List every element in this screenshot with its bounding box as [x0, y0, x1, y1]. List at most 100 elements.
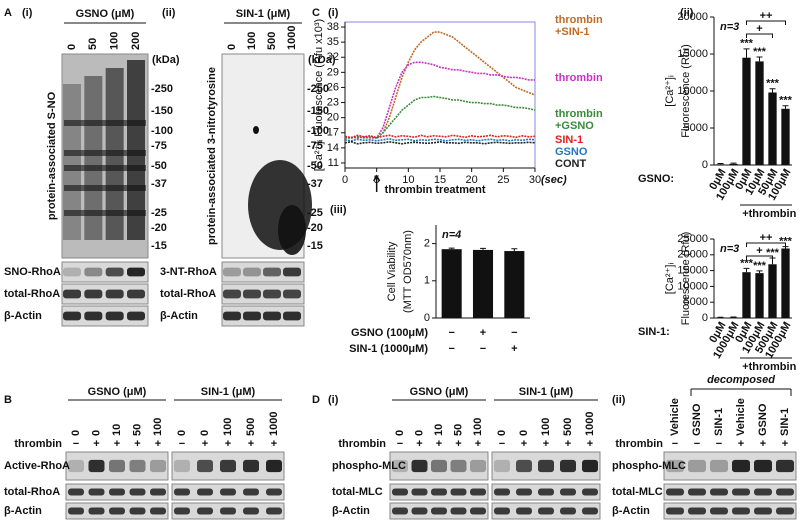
label: -25: [151, 207, 167, 219]
x-tick-label: 10: [402, 174, 414, 186]
significance: ++: [760, 232, 773, 244]
rotated-label: 0: [394, 430, 406, 436]
error-bar: [743, 48, 750, 58]
annotation: n=3: [720, 243, 739, 255]
label: -25: [307, 207, 323, 219]
blot-band: [560, 459, 576, 473]
annotation: thrombin treatment: [385, 184, 486, 196]
smear-band: [64, 210, 146, 216]
blot-band: [266, 488, 282, 496]
label: +: [134, 438, 140, 450]
smear-band: [64, 120, 146, 126]
label: +: [565, 438, 571, 450]
label: SIN-1 (μM): [519, 386, 574, 398]
condition-label: GSNO (100μM): [351, 327, 428, 339]
rotated-label: 100: [246, 32, 258, 50]
blot-band: [732, 488, 750, 496]
blot-band: [266, 507, 282, 515]
label: total-RhoA: [160, 288, 216, 300]
significance-stars: ***: [779, 95, 793, 107]
label: -50: [307, 160, 323, 172]
label: total-RhoA: [4, 288, 60, 300]
error-bar: [717, 163, 724, 165]
label: thrombin: [338, 438, 386, 450]
label: β-Actin: [160, 310, 198, 322]
blot-band: [223, 311, 241, 321]
series-line: [344, 140, 536, 145]
significance-stars: ***: [753, 260, 767, 272]
blot-band: [105, 311, 124, 321]
label: GSNO (μM): [88, 386, 147, 398]
blot-band: [129, 507, 146, 515]
y-tick-label: 14: [327, 142, 339, 154]
group-label: +thrombin: [742, 208, 796, 220]
rotated-label: protein-associated 3-nitrotyrosine: [206, 67, 218, 245]
blot-band: [243, 311, 261, 321]
blot-band: [666, 488, 684, 496]
blot-band: [688, 488, 706, 496]
label: +: [202, 438, 208, 450]
bar: [729, 163, 738, 165]
rotated-label: [Ca²⁺]ᵢ: [664, 75, 676, 107]
blot-band: [127, 289, 145, 299]
label: -50: [151, 160, 167, 172]
condition-sign: −: [511, 327, 517, 339]
error-bar: [756, 270, 763, 274]
blot-band: [283, 311, 301, 321]
rotated-label: 0: [70, 430, 82, 436]
error-bar: [448, 247, 455, 250]
y-tick-label: 20: [327, 112, 339, 124]
condition-sign: −: [448, 327, 454, 339]
plot-frame: [344, 21, 536, 169]
blot-strip: [389, 451, 489, 481]
label: -150: [307, 105, 329, 117]
condition-sign: +: [480, 327, 486, 339]
blot-band: [538, 507, 554, 515]
label: SNO-RhoA: [4, 266, 61, 278]
smear: [84, 76, 103, 240]
label: +: [760, 438, 766, 450]
condition-sign: +: [511, 343, 517, 355]
smear-band: [64, 185, 146, 191]
bar: [441, 249, 462, 318]
error-bar: [511, 248, 518, 252]
blot-band: [776, 488, 794, 496]
blot-band: [223, 289, 241, 299]
annotation: n=4: [442, 229, 461, 241]
bar: [755, 273, 764, 318]
error-bar: [782, 105, 789, 109]
blot-band: [470, 507, 486, 515]
bar: [716, 164, 725, 165]
blot-band: [431, 459, 447, 473]
rotated-label: SIN-1: [779, 408, 791, 436]
rotated-label: Fluorescence (Rfu): [680, 44, 692, 138]
x-tick-label: 30: [529, 174, 541, 186]
label: +: [271, 438, 277, 450]
condition-label: SIN-1 (1000μM): [349, 343, 428, 355]
blot-band: [411, 459, 428, 473]
rotated-label: 0: [66, 44, 78, 50]
bar: [768, 92, 777, 165]
blot-band: [494, 459, 510, 473]
annotation: n=3: [720, 21, 739, 33]
legend-entry: thrombin +SIN-1: [555, 14, 603, 38]
significance-stars: ***: [766, 78, 780, 90]
rotated-label: Vehicle: [669, 398, 681, 436]
blot-band: [88, 488, 105, 496]
label: (iii): [330, 204, 347, 216]
blot-band: [197, 488, 213, 496]
blot-band: [582, 507, 598, 515]
rotated-label: 0: [90, 430, 102, 436]
series-line: [344, 61, 535, 139]
blot-band: [174, 488, 190, 496]
label: +: [521, 438, 527, 450]
label: SIN-1 (μM): [236, 8, 291, 20]
legend-entry: CONT: [555, 158, 587, 170]
label: -75: [151, 140, 167, 152]
label: −: [397, 438, 403, 450]
label: +: [155, 438, 161, 450]
label: +: [475, 438, 481, 450]
label: +: [248, 438, 254, 450]
significance: +: [756, 245, 762, 257]
